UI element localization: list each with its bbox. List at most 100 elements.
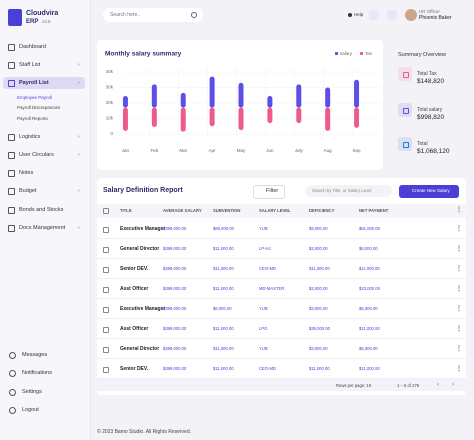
brand-name: Cloudvira: [26, 10, 59, 17]
x-tick-label: Sep: [353, 148, 362, 153]
create-label: Create New Salary: [412, 188, 450, 193]
table-cell: $11,000.00: [213, 286, 234, 291]
avatar[interactable]: [405, 9, 417, 21]
table-search[interactable]: [305, 185, 392, 197]
table-cell: $399,000.00: [163, 246, 187, 251]
notification-icon[interactable]: [369, 10, 379, 20]
row-checkbox[interactable]: [103, 226, 109, 233]
table-cell: $6,000.00: [359, 306, 378, 311]
bar: [151, 84, 157, 108]
x-tick-label: Jun: [266, 148, 274, 153]
search-icon: [191, 12, 197, 18]
message-icon[interactable]: [387, 10, 397, 20]
filter-button[interactable]: [253, 185, 285, 199]
summary-icon-dot: [403, 72, 409, 78]
bar: [325, 87, 331, 108]
menu-item[interactable]: Logistics: [19, 133, 41, 140]
menu-icon: [9, 370, 16, 377]
row-menu[interactable]: ⋮: [456, 366, 462, 372]
table-cell: General Director: [120, 346, 160, 352]
menu-item[interactable]: Budget: [19, 187, 37, 194]
row-menu[interactable]: ⋮: [456, 226, 462, 232]
menu-item[interactable]: Notifications: [22, 369, 52, 376]
row-checkbox[interactable]: [103, 246, 109, 253]
menu-icon: [8, 80, 15, 87]
row-checkbox[interactable]: [103, 286, 109, 293]
row-checkbox[interactable]: [103, 366, 109, 373]
chevron: ›: [78, 134, 80, 140]
next-page[interactable]: ›: [452, 382, 454, 388]
menu-icon: [8, 225, 15, 232]
row-menu[interactable]: ⋮: [456, 286, 462, 292]
table-cell: $6,000.00: [213, 306, 232, 311]
bar: [209, 76, 215, 108]
table-cell: Asst Officer: [120, 326, 149, 332]
menu-item[interactable]: Settings: [22, 388, 42, 395]
header-checkbox[interactable]: [103, 208, 109, 214]
table-cell: YUB: [259, 346, 268, 351]
table-cell: $23,000.00: [359, 286, 380, 291]
submenu-item[interactable]: Payroll Reports: [17, 116, 48, 121]
search-box[interactable]: [103, 8, 203, 22]
bar: [267, 96, 273, 108]
row-checkbox[interactable]: [103, 346, 109, 353]
bar: [325, 107, 331, 131]
row-checkbox[interactable]: [103, 326, 109, 333]
menu-item[interactable]: Payroll List: [19, 79, 49, 86]
submenu-item[interactable]: Employee Payroll: [17, 95, 53, 100]
summary-label: Total Tax: [417, 71, 437, 77]
bar: [296, 107, 302, 124]
create-button[interactable]: [399, 185, 459, 198]
row-checkbox[interactable]: [103, 306, 109, 313]
row-menu[interactable]: ⋮: [456, 266, 462, 272]
table-cell: LP-HJ: [259, 246, 271, 251]
menu-item[interactable]: Logout: [22, 406, 39, 413]
bar: [296, 84, 302, 108]
sidebar: [0, 0, 91, 440]
menu-item[interactable]: Notes: [19, 169, 34, 176]
chevron: ›: [78, 225, 80, 231]
menu-item[interactable]: Bonds and Stocks: [19, 206, 64, 213]
menu-icon: [9, 389, 16, 396]
chart-title: Monthly salary summary: [105, 51, 182, 58]
row-divider: [97, 238, 466, 239]
summary-title: Summary Overview: [398, 52, 446, 58]
help[interactable]: Help: [354, 12, 364, 17]
user-role: HR Officer: [419, 9, 440, 14]
menu-item[interactable]: User Circulars: [19, 151, 54, 158]
row-menu[interactable]: ⋮: [456, 306, 462, 312]
menu-item[interactable]: Dashboard: [19, 43, 46, 50]
row-divider: [97, 338, 466, 339]
menu-item[interactable]: Staff List: [19, 61, 41, 68]
table-cell: YUB: [259, 306, 268, 311]
x-tick-label: Apr: [209, 148, 217, 153]
menu-item[interactable]: Docs Management: [19, 224, 66, 231]
table-cell: $11,000.00: [309, 266, 330, 271]
table-search-placeholder: Search by Title, or Salary Level: [312, 188, 372, 193]
rows-per-page: Rows per page: 10: [336, 382, 372, 388]
legend-label: Tax: [365, 51, 373, 56]
row-menu[interactable]: ⋮: [456, 326, 462, 332]
menu-icon: [8, 62, 15, 69]
bar: [180, 92, 186, 108]
table-cell: LPG: [259, 326, 268, 331]
summary-icon-dot: [403, 108, 409, 114]
header-menu[interactable]: ⋮: [456, 207, 462, 213]
submenu-item[interactable]: Payroll Discrepancies: [17, 105, 61, 110]
table-cell: $399,000.00: [163, 366, 187, 371]
table-cell: Senior DEV.: [120, 366, 149, 372]
table-cell: Senior DEV.: [120, 266, 149, 272]
table-cell: MD-MASTER: [259, 286, 285, 291]
row-menu[interactable]: ⋮: [456, 246, 462, 252]
user-name: Phoenix Baker: [419, 15, 452, 21]
copyright: © 2023 Bamo Studio. All Rights Reserved.: [97, 429, 192, 435]
row-menu[interactable]: ⋮: [456, 346, 462, 352]
page-range: 1 – 5 of 276: [397, 382, 420, 388]
row-divider: [97, 358, 466, 359]
row-checkbox[interactable]: [103, 266, 109, 273]
summary-icon-dot: [403, 142, 409, 148]
menu-item[interactable]: Messages: [22, 351, 48, 358]
table-cell: $69,000.00: [213, 226, 234, 231]
prev-page[interactable]: ‹: [437, 382, 439, 388]
